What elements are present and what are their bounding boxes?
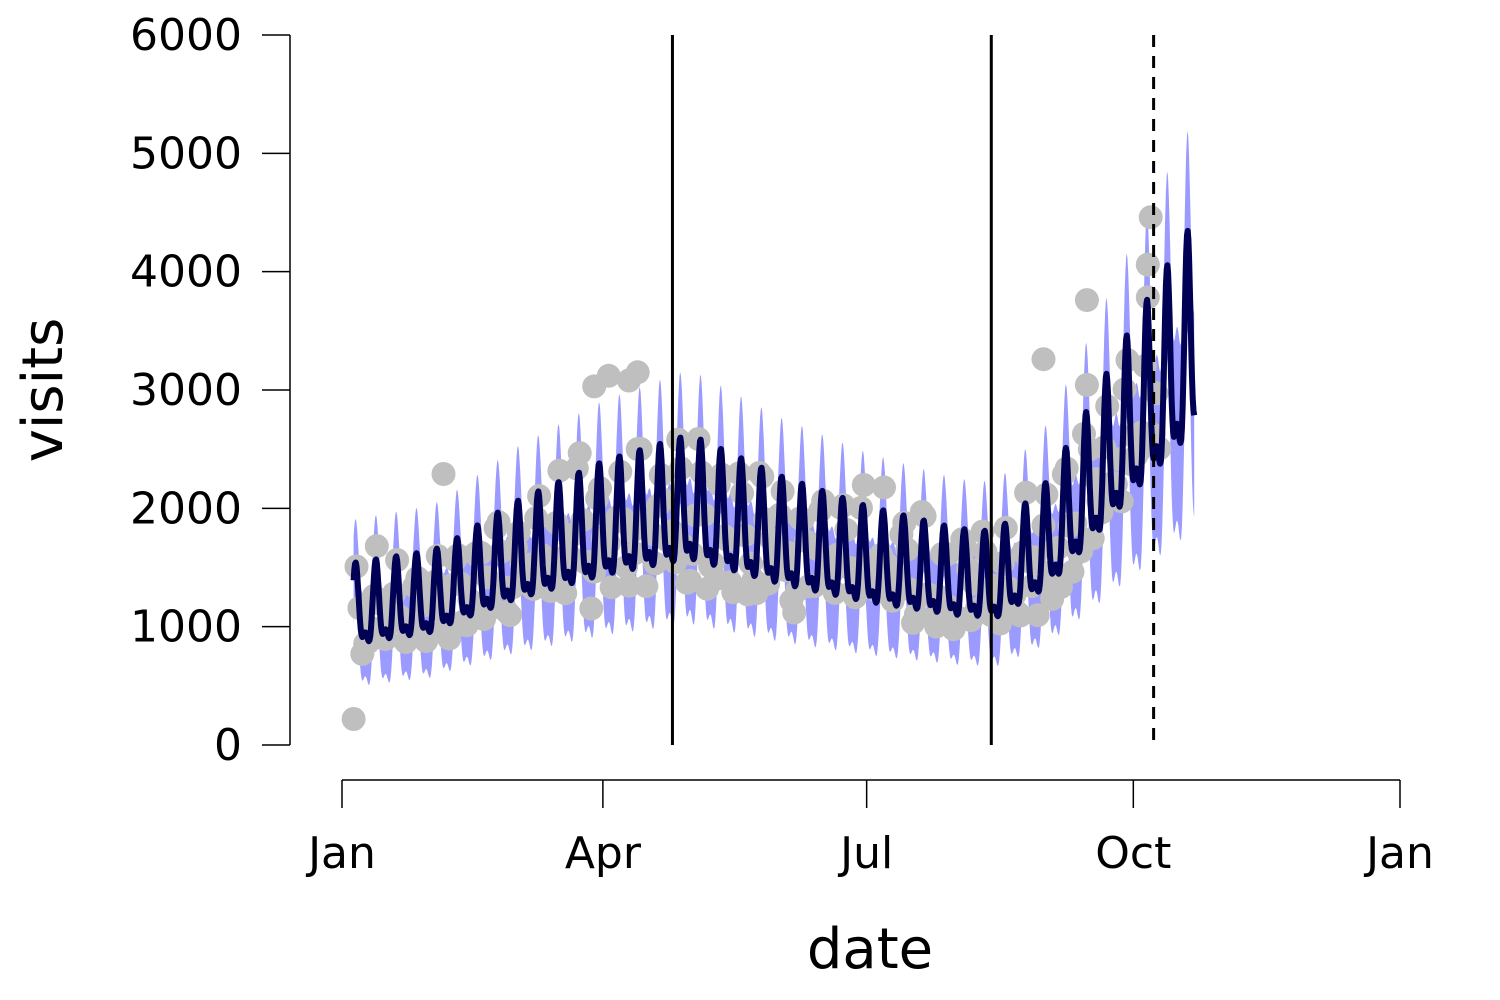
observed-point	[872, 475, 896, 500]
observed-point	[1014, 480, 1039, 505]
observed-point	[437, 626, 462, 651]
y-tick-label: 2000	[130, 483, 242, 534]
observed-point	[341, 707, 366, 731]
observed-point	[498, 603, 523, 628]
x-axis-title: date	[807, 917, 933, 982]
y-tick-label: 4000	[130, 247, 242, 298]
x-tick-label: Jul	[837, 828, 893, 879]
observed-point	[1138, 205, 1163, 230]
y-tick-label: 6000	[130, 10, 242, 61]
observed-point	[567, 441, 592, 466]
observed-point	[431, 462, 456, 486]
observed-point	[1008, 603, 1033, 628]
vertical-lines-layer	[670, 35, 1156, 745]
x-tick-label: Apr	[565, 828, 642, 879]
observed-point	[617, 573, 641, 598]
observed-point	[1060, 559, 1085, 584]
y-tick-label: 0	[214, 720, 242, 771]
observed-point	[1074, 288, 1099, 313]
observed-point	[599, 575, 624, 600]
observed-point	[634, 574, 659, 599]
y-axis-title: visits	[11, 318, 76, 463]
observed-point	[596, 363, 621, 388]
axes-layer: 0 1000 2000 3000 4000 5000 6000 Jan Apr Jul Oct Jan	[130, 10, 1434, 879]
observed-point	[625, 360, 650, 385]
x-tick-label: Jan	[305, 828, 376, 879]
forecast-line	[350, 227, 1198, 645]
observed-point	[1031, 347, 1056, 372]
observed-point	[1074, 372, 1099, 397]
observed-point	[579, 596, 604, 621]
observed-point	[364, 534, 389, 559]
observed-point	[1135, 252, 1160, 277]
observed-point	[553, 581, 578, 606]
x-tick-label: Oct	[1095, 828, 1171, 879]
forecast-line-layer	[350, 227, 1198, 645]
observed-point	[1025, 603, 1050, 628]
y-tick-label: 1000	[130, 602, 242, 653]
observed-point	[782, 600, 807, 625]
y-tick-label: 5000	[130, 128, 242, 179]
x-tick-label: Jan	[1363, 828, 1434, 879]
observed-point	[912, 504, 937, 528]
y-tick-label: 3000	[130, 365, 242, 416]
observed-point	[851, 473, 876, 497]
